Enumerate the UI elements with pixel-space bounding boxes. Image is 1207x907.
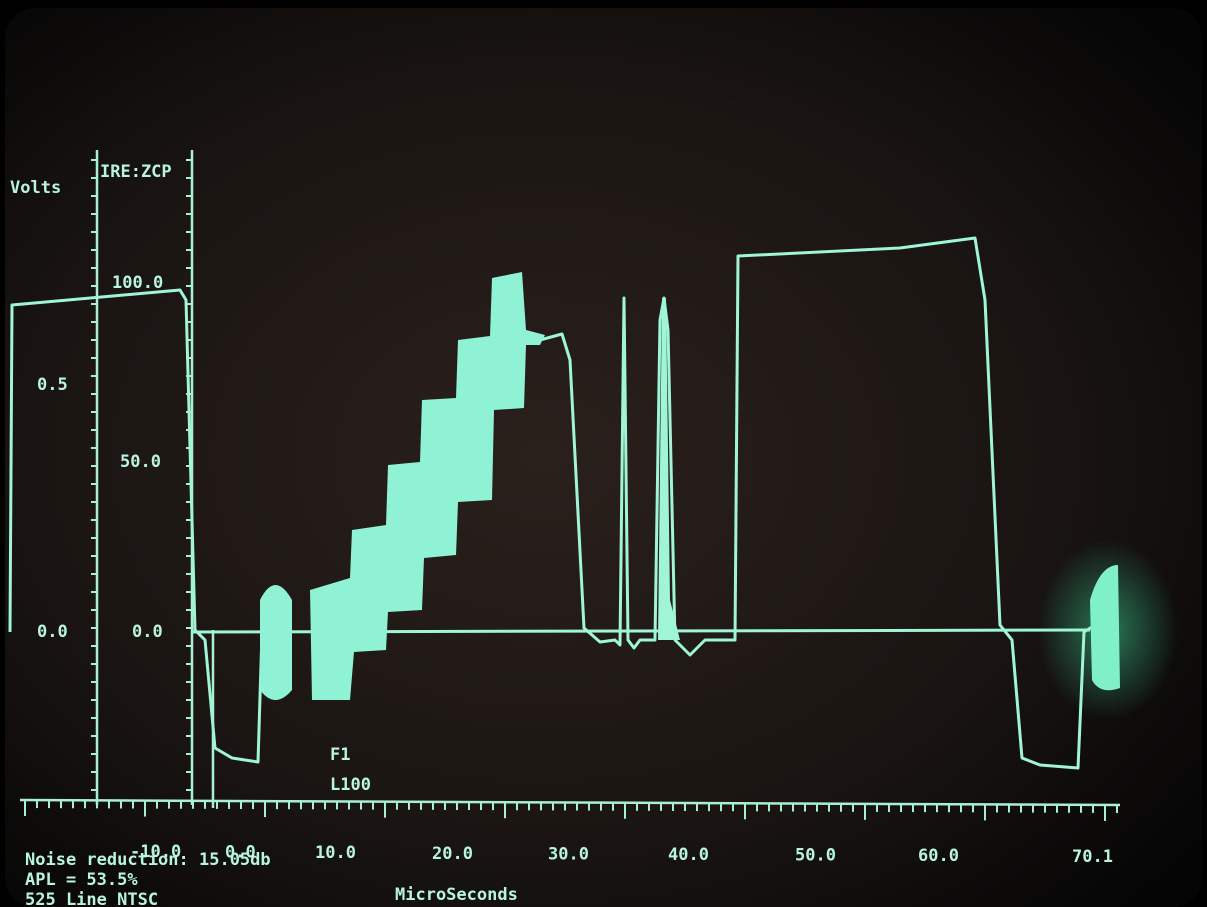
time-label: 40.0 <box>668 845 709 865</box>
staircase-burst <box>260 272 545 700</box>
time-title: MicroSeconds <box>395 885 518 905</box>
waveform <box>8 236 1120 770</box>
field-label: F1 <box>330 745 350 765</box>
time-label: 20.0 <box>432 844 473 864</box>
ire-label: 0.0 <box>132 622 163 642</box>
time-axis <box>19 798 1121 807</box>
ire-label: 100.0 <box>112 273 163 293</box>
time-label: 60.0 <box>918 846 959 866</box>
time-label: -10.0 <box>130 842 181 862</box>
line-label: L100 <box>330 775 371 795</box>
time-label: 50.0 <box>795 846 836 866</box>
chroma-burst <box>658 298 680 640</box>
color-burst <box>1090 565 1120 691</box>
status-line: 525 Line NTSC <box>25 890 158 907</box>
time-label: 30.0 <box>548 844 589 864</box>
time-label: 70.1 <box>1072 847 1113 867</box>
time-label: 0.0 <box>225 843 256 863</box>
ire-label: 50.0 <box>120 452 161 472</box>
screen <box>5 8 1202 907</box>
time-label: 10.0 <box>315 843 356 863</box>
volts-title: Volts <box>10 178 61 198</box>
status-line: Noise reduction: 15.05db <box>25 850 271 870</box>
ire-title: IRE:ZCP <box>100 162 172 182</box>
volts-label: 0.0 <box>37 622 68 642</box>
trace <box>8 236 1096 770</box>
status-line: APL = 53.5% <box>25 870 138 890</box>
volts-label: 0.5 <box>37 375 68 395</box>
